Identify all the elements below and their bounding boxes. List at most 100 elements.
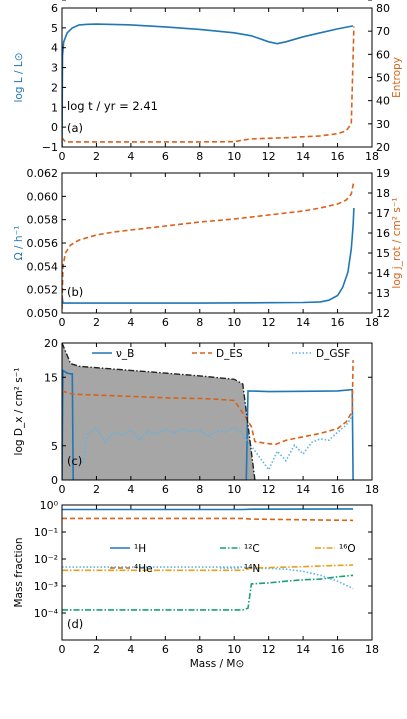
y-axis-label-right: Entropy	[391, 57, 403, 98]
y-tick-label: 10⁰	[40, 499, 59, 512]
panel-label: (b)	[67, 285, 83, 299]
convective-region	[62, 343, 255, 480]
legend-label: ¹⁴N	[244, 563, 260, 575]
legend: ¹H ⁴He ¹²C ¹⁴N ¹⁶O	[110, 543, 356, 575]
y-tick-label: 0.060	[27, 190, 59, 203]
series-line-ν_B	[62, 368, 74, 480]
y-tick-right-label: 18	[376, 187, 390, 200]
x-tick-label: 16	[331, 483, 345, 496]
x-tick-label: 2	[93, 150, 100, 163]
series-line-ν_B (outer)	[245, 388, 354, 480]
y-tick-label: 4	[51, 42, 58, 55]
y-axis-label: Mass fraction	[13, 537, 25, 607]
y-axis-label: Ω / h⁻¹	[13, 226, 25, 261]
y-tick-label: 0	[51, 121, 58, 134]
series-line-D_ES	[62, 360, 354, 446]
legend-label: D_ES	[216, 348, 243, 360]
legend-label: ¹²C	[244, 543, 260, 555]
x-tick-label: 14	[296, 316, 310, 329]
x-tick-label: 12	[262, 643, 276, 656]
x-tick-label: 0	[59, 643, 66, 656]
x-tick-label: 14	[296, 150, 310, 163]
y-tick-right-label: 70	[376, 25, 390, 38]
series-line-blue	[62, 23, 354, 147]
y-tick-right-label: 15	[376, 247, 390, 260]
y-tick-label: 1	[51, 101, 58, 114]
x-tick-label: 18	[365, 483, 379, 496]
x-tick-label: 18	[365, 643, 379, 656]
panel-d: 0 2 4 6 8 10 12 14 16 18 10⁻⁴ 10⁻³ 10⁻² 10⁻¹ 10⁰ Mass f…	[13, 499, 379, 670]
axes-frame	[61, 7, 373, 148]
legend-label: D_GSF	[316, 348, 350, 360]
x-tick-label: 16	[331, 150, 345, 163]
x-tick-label: 10	[227, 483, 241, 496]
y-tick-label: 0.062	[27, 167, 59, 180]
axes-frame	[61, 342, 373, 481]
legend-label: ¹H	[134, 543, 146, 555]
y-tick-label: 10⁻¹	[34, 526, 58, 539]
panel-label: (c)	[67, 454, 82, 468]
y-tick-right-label: 16	[376, 227, 390, 240]
plot-area	[62, 508, 354, 611]
series-line-blue	[62, 207, 355, 304]
y-tick-label: 0	[51, 474, 58, 487]
x-tick-label: 2	[93, 483, 100, 496]
x-tick-label: 8	[196, 483, 203, 496]
annotation: log t / yr = 2.41	[67, 99, 158, 113]
x-tick-label: 2	[93, 316, 100, 329]
x-tick-label: 6	[162, 483, 169, 496]
x-tick-label: 0	[59, 316, 66, 329]
x-tick-label: 12	[262, 316, 276, 329]
x-tick-label: 4	[127, 150, 134, 163]
y-tick-right-label: 13	[376, 287, 390, 300]
y-tick-right-label: 20	[376, 141, 390, 154]
y-tick-label: 10⁻⁴	[34, 607, 59, 620]
y-tick-label: 15	[44, 371, 58, 384]
x-tick-label: 16	[331, 316, 345, 329]
y-tick-right-label: 17	[376, 207, 390, 220]
y-tick-label: 20	[44, 337, 58, 350]
x-tick-label: 10	[227, 150, 241, 163]
x-tick-label: 4	[127, 643, 134, 656]
series-line-orange	[62, 180, 355, 310]
legend: ν_B D_ES D_GSF	[92, 348, 350, 360]
legend-label: ν_B	[116, 348, 134, 360]
panel-c: 02468101214161805101520log D_x / cm² s⁻¹…	[13, 0, 379, 496]
series-line-¹⁴N	[62, 566, 354, 590]
y-tick-right-label: 12	[376, 307, 390, 320]
plot-area	[62, 23, 355, 147]
y-axis-label: log L / L⊙	[13, 52, 25, 102]
x-tick-label: 6	[162, 150, 169, 163]
y-tick-label: 3	[51, 62, 58, 75]
y-tick-label: 5	[51, 22, 58, 35]
legend-label: ⁴He	[134, 563, 153, 575]
y-tick-label: 0.052	[27, 284, 59, 297]
x-axis-label: Mass / M⊙	[190, 658, 245, 670]
series-line-¹²C	[62, 574, 354, 611]
x-tick-label: 18	[365, 316, 379, 329]
series-line-⁴He	[62, 517, 354, 522]
x-tick-label: 2	[93, 643, 100, 656]
x-tick-label: 8	[196, 643, 203, 656]
x-tick-label: 10	[227, 643, 241, 656]
y-tick-label: 10⁻³	[34, 580, 58, 593]
y-axis-label-right: log j_rot / cm² s⁻¹	[391, 197, 403, 288]
x-tick-label: 10	[227, 316, 241, 329]
x-tick-label: 8	[196, 316, 203, 329]
x-tick-label: 0	[59, 483, 66, 496]
plot-area	[62, 180, 355, 310]
series-line-¹H	[62, 508, 354, 511]
x-tick-label: 8	[196, 150, 203, 163]
series-line-convective	[62, 343, 256, 480]
x-tick-label: 12	[262, 150, 276, 163]
panel-a: 0 2 4 6 8 10 12 14 16 18−1012345620304050607080lo…	[13, 2, 403, 163]
y-tick-right-label: 40	[376, 95, 390, 108]
y-tick-label: 0.050	[27, 307, 59, 320]
y-tick-right-label: 60	[376, 48, 390, 61]
legend-label: ¹⁶O	[339, 543, 356, 555]
y-tick-right-label: 14	[376, 267, 390, 280]
y-axis-label: log D_x / cm² s⁻¹	[13, 368, 25, 456]
series-line-orange	[62, 26, 355, 143]
x-tick-label: 4	[127, 316, 134, 329]
